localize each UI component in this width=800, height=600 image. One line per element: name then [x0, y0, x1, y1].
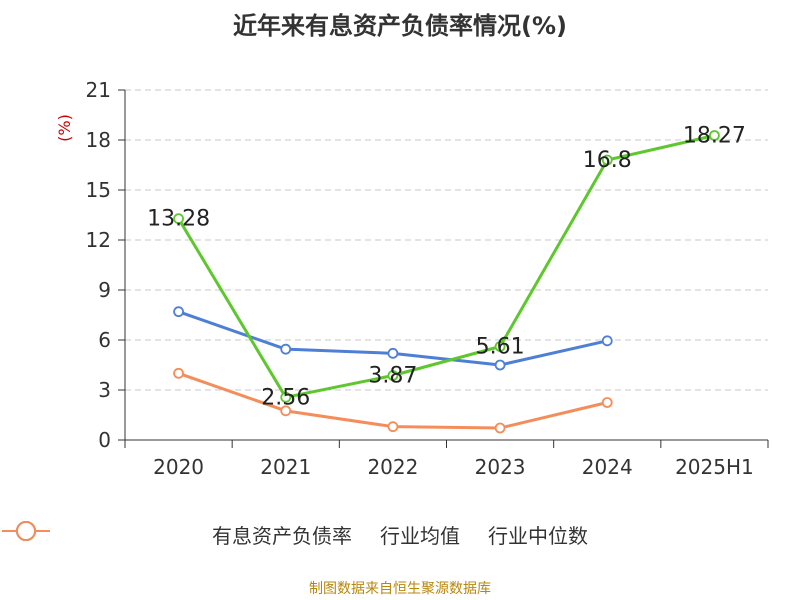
legend-label-industry-median: 行业中位数 [488, 524, 588, 548]
data-label: 13.28 [147, 207, 210, 232]
y-tick-label: 12 [86, 228, 111, 252]
data-source-note: 制图数据来自恒生聚源数据库 [309, 581, 491, 597]
legend: 有息资产负债率 行业均值 行业中位数 [0, 520, 800, 549]
y-tick-label: 9 [98, 278, 111, 302]
y-tick-label: 15 [86, 178, 111, 202]
data-point [494, 422, 506, 434]
x-tick-label: 2022 [367, 455, 418, 479]
data-point [709, 130, 720, 141]
data-point [494, 359, 506, 371]
chart-title: 近年来有息资产负债率情况(%) [233, 12, 567, 40]
data-point [494, 341, 506, 352]
data-point [387, 370, 399, 381]
y-axis-label: (%) [55, 114, 74, 142]
data-label: 18.27 [683, 124, 746, 149]
x-tick-label: 2023 [475, 455, 526, 479]
y-tick-label: 0 [98, 428, 111, 452]
data-point [173, 306, 184, 318]
x-tick-label: 2020 [153, 455, 204, 479]
data-point [387, 421, 399, 433]
x-tick-label: 2021 [260, 455, 311, 479]
data-label: 3.87 [368, 364, 417, 389]
legend-item-industry-mean[interactable]: 行业均值 [2, 520, 460, 549]
y-tick-label: 3 [98, 378, 111, 402]
data-point [280, 405, 292, 417]
data-point [280, 391, 292, 403]
y-tick-label: 6 [98, 328, 111, 352]
y-tick-label: 21 [86, 78, 111, 102]
x-tick-label: 2025H1 [675, 455, 754, 479]
data-point [173, 367, 184, 379]
series-line [177, 134, 715, 399]
x-tick-label: 2024 [582, 455, 633, 479]
legend-marker-industry-median [2, 521, 50, 541]
legend-item-industry-median[interactable]: 行业中位数 [2, 520, 588, 549]
legend-label-debt-ratio: 有息资产负债率 [212, 524, 352, 548]
data-point [173, 213, 184, 225]
data-label: 5.61 [476, 335, 525, 360]
data-point [601, 154, 613, 166]
data-label: 16.8 [583, 148, 632, 173]
data-label: 2.56 [261, 385, 310, 410]
y-tick-label: 18 [86, 128, 111, 152]
data-point [601, 335, 613, 347]
legend-item-debt-ratio[interactable]: 有息资产负债率 [2, 520, 352, 549]
data-point [601, 397, 613, 408]
data-point [280, 343, 292, 355]
data-point [387, 347, 399, 359]
legend-label-industry-mean: 行业均值 [380, 524, 460, 548]
